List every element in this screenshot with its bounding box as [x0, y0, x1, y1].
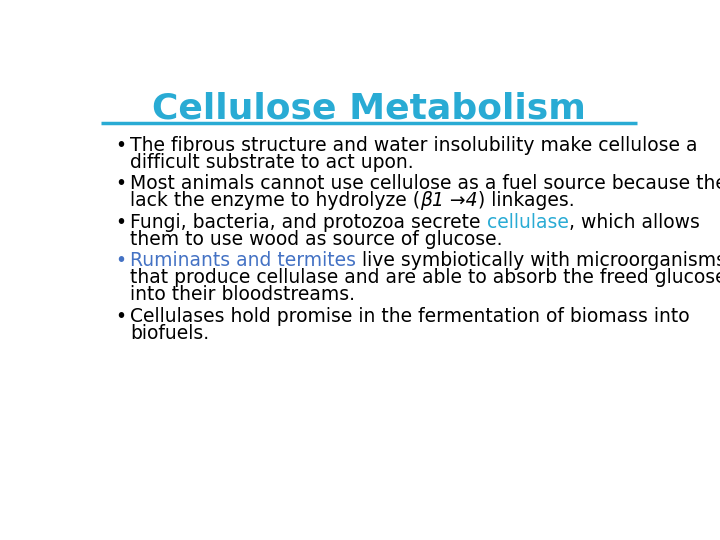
Text: •: • [114, 307, 126, 326]
Text: ) linkages.: ) linkages. [478, 191, 575, 210]
Text: biofuels.: biofuels. [130, 323, 210, 342]
Text: live symbiotically with microorganisms: live symbiotically with microorganisms [356, 251, 720, 270]
Text: •: • [114, 213, 126, 232]
Text: difficult substrate to act upon.: difficult substrate to act upon. [130, 153, 414, 172]
Text: Fungi, bacteria, and protozoa secrete: Fungi, bacteria, and protozoa secrete [130, 213, 487, 232]
Text: them to use wood as source of glucose.: them to use wood as source of glucose. [130, 230, 503, 248]
Text: Ruminants and termites: Ruminants and termites [130, 251, 356, 270]
Text: •: • [114, 174, 126, 193]
Text: into their bloodstreams.: into their bloodstreams. [130, 285, 355, 304]
Text: •: • [114, 136, 126, 154]
Text: Cellulases hold promise in the fermentation of biomass into: Cellulases hold promise in the fermentat… [130, 307, 690, 326]
Text: lack the enzyme to hydrolyze (: lack the enzyme to hydrolyze ( [130, 191, 420, 210]
Text: , which allows: , which allows [569, 213, 700, 232]
Text: cellulase: cellulase [487, 213, 569, 232]
Text: Most animals cannot use cellulose as a fuel source because they: Most animals cannot use cellulose as a f… [130, 174, 720, 193]
Text: The fibrous structure and water insolubility make cellulose a: The fibrous structure and water insolubi… [130, 136, 698, 154]
Text: that produce cellulase and are able to absorb the freed glucose: that produce cellulase and are able to a… [130, 268, 720, 287]
Text: •: • [114, 251, 126, 270]
Text: β1 →4: β1 →4 [420, 191, 478, 210]
Text: Cellulose Metabolism: Cellulose Metabolism [152, 92, 586, 126]
